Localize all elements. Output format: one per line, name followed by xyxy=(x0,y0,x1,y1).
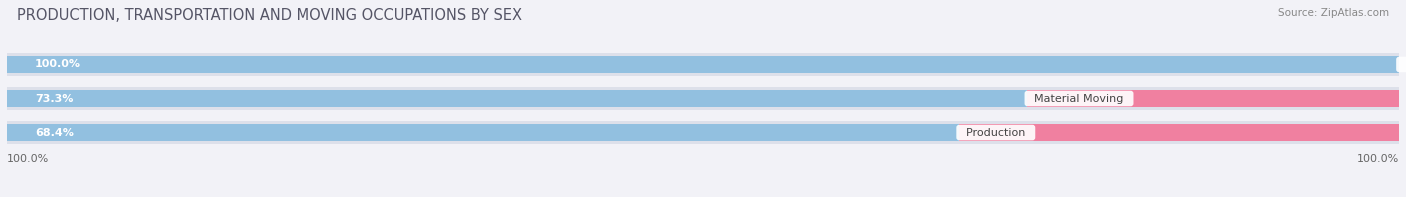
Text: Source: ZipAtlas.com: Source: ZipAtlas.com xyxy=(1278,8,1389,18)
Bar xyxy=(7,53,1399,76)
Text: 100.0%: 100.0% xyxy=(35,59,82,70)
Text: 100.0%: 100.0% xyxy=(7,154,49,164)
Text: 100.0%: 100.0% xyxy=(1357,154,1399,164)
Text: Transportation: Transportation xyxy=(1399,59,1406,70)
Bar xyxy=(7,56,1399,73)
Text: Production: Production xyxy=(959,127,1032,138)
Text: Material Moving: Material Moving xyxy=(1028,94,1130,103)
Bar xyxy=(7,90,1028,107)
Bar xyxy=(7,124,959,141)
Bar xyxy=(959,124,1399,141)
Text: PRODUCTION, TRANSPORTATION AND MOVING OCCUPATIONS BY SEX: PRODUCTION, TRANSPORTATION AND MOVING OC… xyxy=(17,8,522,23)
Bar xyxy=(7,87,1399,110)
Bar xyxy=(1028,90,1399,107)
Text: 73.3%: 73.3% xyxy=(35,94,73,103)
Bar xyxy=(7,121,1399,144)
Text: 68.4%: 68.4% xyxy=(35,127,73,138)
